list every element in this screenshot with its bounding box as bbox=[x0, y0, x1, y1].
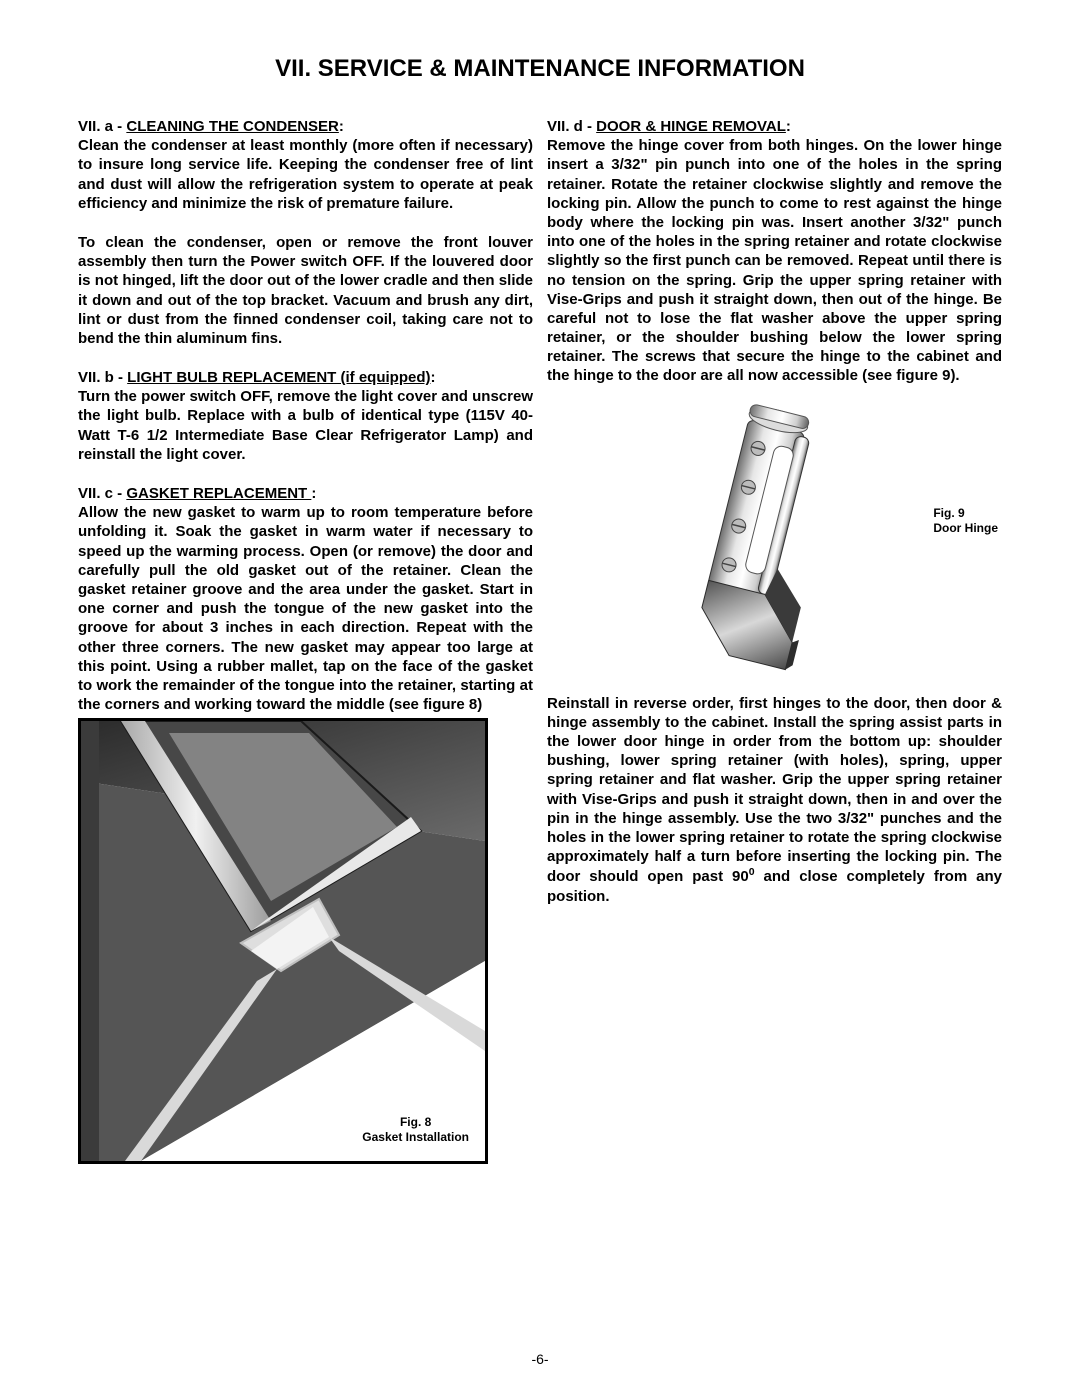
section-d-colon: : bbox=[786, 118, 791, 135]
section-c-colon: : bbox=[311, 485, 316, 502]
page-number: -6- bbox=[0, 1351, 1080, 1367]
section-a-title: CLEANING THE CONDENSER bbox=[126, 118, 339, 135]
left-column: VII. a - CLEANING THE CONDENSER: Clean t… bbox=[78, 117, 533, 1164]
figure-9-caption: Fig. 9 Door Hinge bbox=[933, 506, 998, 536]
section-d-p2-pre: Reinstall in reverse order, first hinges… bbox=[547, 695, 1002, 886]
section-b-heading: VII. b - LIGHT BULB REPLACEMENT (if equi… bbox=[78, 368, 533, 387]
two-column-layout: VII. a - CLEANING THE CONDENSER: Clean t… bbox=[78, 117, 1002, 1164]
section-d-title: DOOR & HINGE REMOVAL bbox=[596, 118, 786, 135]
section-a-lead: VII. a - bbox=[78, 118, 126, 135]
section-d-paragraph-2: Reinstall in reverse order, first hinges… bbox=[547, 694, 1002, 906]
section-b-lead: VII. b - bbox=[78, 369, 127, 386]
section-b-colon: : bbox=[430, 369, 435, 386]
section-a-colon: : bbox=[339, 118, 344, 135]
section-a-heading: VII. a - CLEANING THE CONDENSER: bbox=[78, 117, 533, 136]
section-d-lead: VII. d - bbox=[547, 118, 596, 135]
figure-8-caption: Fig. 8 Gasket Installation bbox=[362, 1115, 469, 1145]
figure-8-number: Fig. 8 bbox=[362, 1115, 469, 1130]
section-b-paragraph-1: Turn the power switch OFF, remove the li… bbox=[78, 387, 533, 464]
section-b-title: LIGHT BULB REPLACEMENT (if equipped) bbox=[127, 369, 430, 386]
figure-9-illustration bbox=[667, 396, 857, 676]
section-d-heading: VII. d - DOOR & HINGE REMOVAL: bbox=[547, 117, 1002, 136]
section-c-heading: VII. c - GASKET REPLACEMENT : bbox=[78, 484, 533, 503]
figure-9-door-hinge bbox=[667, 396, 857, 676]
section-a-paragraph-2: To clean the condenser, open or remove t… bbox=[78, 233, 533, 348]
section-a-paragraph-1: Clean the condenser at least monthly (mo… bbox=[78, 136, 533, 213]
section-c-lead: VII. c - bbox=[78, 485, 126, 502]
section-c-paragraph-1: Allow the new gasket to warm up to room … bbox=[78, 503, 533, 714]
right-column: VII. d - DOOR & HINGE REMOVAL: Remove th… bbox=[547, 117, 1002, 1164]
figure-9-number: Fig. 9 bbox=[933, 506, 998, 521]
figure-9-title: Door Hinge bbox=[933, 521, 998, 536]
figure-8-title: Gasket Installation bbox=[362, 1130, 469, 1145]
figure-9-wrapper: Fig. 9 Door Hinge bbox=[547, 396, 1002, 676]
figure-8-illustration bbox=[81, 721, 485, 1161]
figure-8-gasket-installation: Fig. 8 Gasket Installation bbox=[78, 718, 488, 1164]
section-d-paragraph-1: Remove the hinge cover from both hinges.… bbox=[547, 136, 1002, 385]
manual-page: VII. SERVICE & MAINTENANCE INFORMATION V… bbox=[0, 0, 1080, 1397]
section-c-title: GASKET REPLACEMENT bbox=[126, 485, 311, 502]
page-title: VII. SERVICE & MAINTENANCE INFORMATION bbox=[78, 55, 1002, 83]
